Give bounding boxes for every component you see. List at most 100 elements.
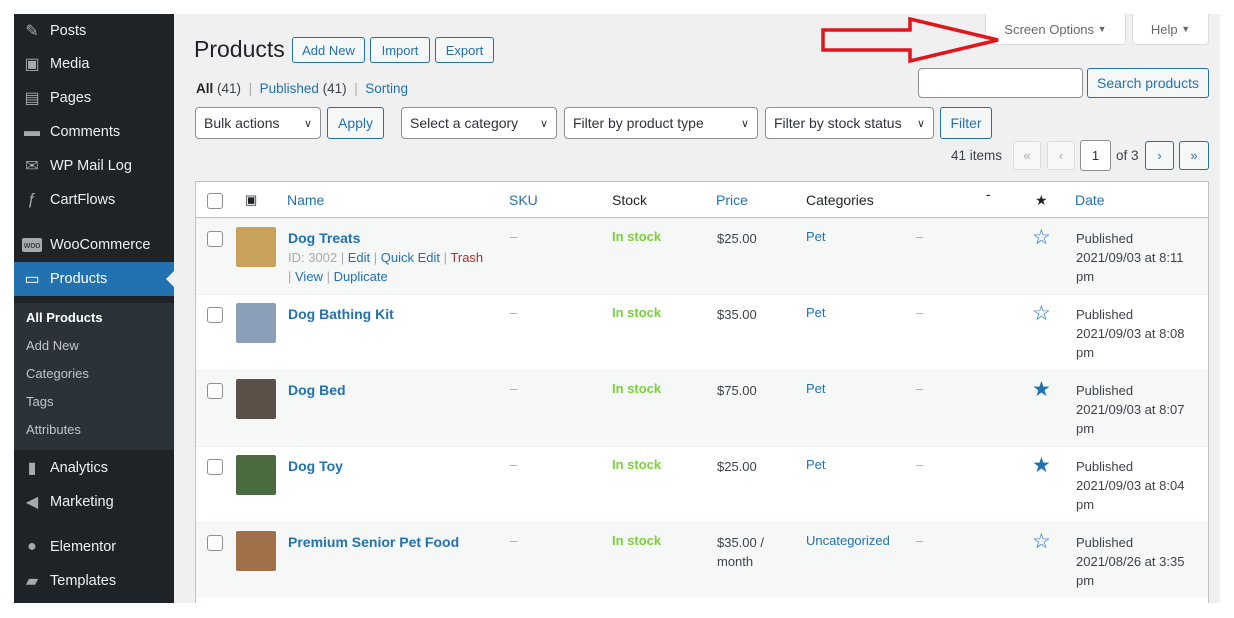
help-tab[interactable]: Help ▼ — [1132, 14, 1209, 45]
archive-icon: ▭ — [24, 271, 40, 288]
stock-status-select[interactable]: Filter by stock status ∨ — [765, 107, 934, 139]
featured-star-icon: ★ — [1035, 191, 1048, 208]
star-outline-icon[interactable]: ☆ — [1032, 530, 1051, 553]
column-sku[interactable]: SKU — [509, 192, 538, 208]
view-published[interactable]: Published (41) — [259, 81, 347, 96]
current-page-input[interactable]: 1 — [1080, 140, 1111, 171]
row-checkbox[interactable] — [207, 307, 223, 323]
elementor-icon: ● — [27, 538, 37, 555]
product-type-select[interactable]: Filter by product type ∨ — [564, 107, 758, 139]
apply-button[interactable]: Apply — [327, 107, 384, 139]
cartflows-icon: ƒ — [27, 191, 37, 208]
first-page-button[interactable]: « — [1013, 141, 1041, 170]
column-date[interactable]: Date — [1075, 192, 1105, 208]
wp-admin: ✎ Posts ▣ Media ▤ Pages ▬ Comments ✉ WP Mail … — [14, 14, 1220, 603]
table-row: Dog Bathing Kit – In stock $35.00 Pet – … — [196, 294, 1208, 370]
prev-page-button[interactable]: ‹ — [1047, 141, 1075, 170]
next-page-button[interactable]: › — [1145, 141, 1174, 170]
price-cell: $25.00 — [717, 459, 757, 474]
admin-sidebar: ✎ Posts ▣ Media ▤ Pages ▬ Comments ✉ WP Mail … — [14, 14, 174, 603]
products-table: ▣ Name SKU Stock Price Categories - ★ Da… — [195, 181, 1209, 603]
product-id: ID: 3002 — [288, 250, 338, 265]
product-name-link[interactable]: Dog Bathing Kit — [288, 306, 394, 322]
mail-icon: ✉ — [25, 158, 39, 175]
category-select[interactable]: Select a category ∨ — [401, 107, 557, 139]
product-name-link[interactable]: Dog Bed — [288, 382, 346, 398]
submenu-categories[interactable]: Categories — [26, 366, 89, 381]
sku-cell: – — [510, 305, 518, 320]
star-outline-icon[interactable]: ☆ — [1032, 302, 1051, 325]
view-all[interactable]: All (41) — [196, 81, 242, 96]
star-outline-icon[interactable]: ☆ — [1032, 226, 1051, 249]
category-link[interactable]: Uncategorized — [806, 533, 890, 548]
category-link[interactable]: Pet — [806, 229, 826, 244]
view-sorting[interactable]: Sorting — [365, 81, 408, 96]
menu-pages[interactable]: ▤ Pages — [14, 81, 174, 115]
search-products-button[interactable]: Search products — [1087, 68, 1209, 98]
menu-wp-mail-log[interactable]: ✉ WP Mail Log — [14, 149, 174, 183]
table-row: Premium Senior Pet Food – In stock $35.0… — [196, 522, 1208, 598]
row-checkbox[interactable] — [207, 383, 223, 399]
import-button[interactable]: Import — [370, 37, 430, 63]
category-link[interactable]: Pet — [806, 381, 826, 396]
menu-posts[interactable]: ✎ Posts — [14, 14, 174, 48]
quick-edit-link[interactable]: Quick Edit — [380, 250, 441, 265]
last-page-button[interactable]: » — [1179, 141, 1209, 170]
pin-icon: ✎ — [25, 23, 39, 40]
edit-link[interactable]: Edit — [347, 250, 371, 265]
trash-link[interactable]: Trash — [450, 250, 484, 265]
product-thumbnail — [236, 455, 276, 495]
duplicate-link[interactable]: Duplicate — [333, 269, 388, 284]
product-name-link[interactable]: Premium Senior Pet Food — [288, 534, 460, 550]
menu-media[interactable]: ▣ Media — [14, 47, 174, 81]
product-name-link[interactable]: Dog Toy — [288, 458, 343, 474]
table-row: Dog Bed – In stock $75.00 Pet – ★ Publis… — [196, 370, 1208, 446]
submenu-all-products[interactable]: All Products — [26, 310, 103, 325]
select-all-checkbox[interactable] — [207, 193, 223, 209]
bulk-actions-select[interactable]: Bulk actions ∨ — [195, 107, 321, 139]
menu-analytics[interactable]: ▮ Analytics — [14, 451, 174, 485]
screen-options-tab[interactable]: Screen Options ▼ — [985, 14, 1126, 45]
menu-templates[interactable]: ▰ Templates — [14, 564, 174, 598]
view-link[interactable]: View — [295, 269, 323, 284]
submenu-tags[interactable]: Tags — [26, 394, 54, 409]
total-pages: of 3 — [1116, 148, 1139, 163]
date-cell: Published 2021/09/03 at 8:07 pm — [1076, 383, 1185, 436]
products-submenu: All Products Add New Categories Tags Att… — [14, 303, 174, 450]
export-button[interactable]: Export — [435, 37, 494, 63]
add-new-button[interactable]: Add New — [292, 37, 365, 63]
stock-status: In stock — [612, 229, 662, 244]
menu-elementor[interactable]: ● Elementor — [14, 530, 174, 564]
submenu-add-new[interactable]: Add New — [26, 338, 79, 353]
row-checkbox[interactable] — [207, 535, 223, 551]
row-checkbox[interactable] — [207, 459, 223, 475]
table-row: Dog Toy – In stock $25.00 Pet – ★ Publis… — [196, 446, 1208, 522]
column-price[interactable]: Price — [716, 192, 748, 208]
category-link[interactable]: Pet — [806, 457, 826, 472]
search-input[interactable] — [918, 68, 1083, 98]
table-header: ▣ Name SKU Stock Price Categories - ★ Da… — [196, 182, 1208, 218]
menu-comments[interactable]: ▬ Comments — [14, 115, 174, 149]
submenu-attributes[interactable]: Attributes — [26, 422, 81, 437]
chevron-down-icon: ∨ — [740, 117, 749, 130]
category-link[interactable]: Pet — [806, 305, 826, 320]
star-filled-icon[interactable]: ★ — [1032, 378, 1051, 401]
view-filters: All (41) | Published (41) | Sorting — [196, 81, 408, 96]
column-name[interactable]: Name — [287, 192, 325, 208]
price-cell: $25.00 — [717, 231, 757, 246]
chevron-down-icon: ∨ — [539, 117, 548, 130]
folder-icon: ▰ — [25, 573, 39, 590]
pages-icon: ▤ — [24, 90, 40, 107]
product-name-link[interactable]: Dog Treats — [288, 230, 361, 246]
items-count: 41 items — [951, 148, 1003, 163]
caret-down-icon: ▼ — [1181, 24, 1191, 34]
chart-icon: ▮ — [27, 460, 37, 477]
row-checkbox[interactable] — [207, 231, 223, 247]
product-thumbnail — [236, 227, 276, 267]
filter-button[interactable]: Filter — [940, 107, 992, 139]
menu-woocommerce[interactable]: woo WooCommerce — [14, 228, 174, 262]
star-filled-icon[interactable]: ★ — [1032, 454, 1051, 477]
menu-cartflows[interactable]: ƒ CartFlows — [14, 183, 174, 217]
menu-marketing[interactable]: ◀ Marketing — [14, 485, 174, 519]
menu-products[interactable]: ▭ Products — [14, 262, 174, 296]
